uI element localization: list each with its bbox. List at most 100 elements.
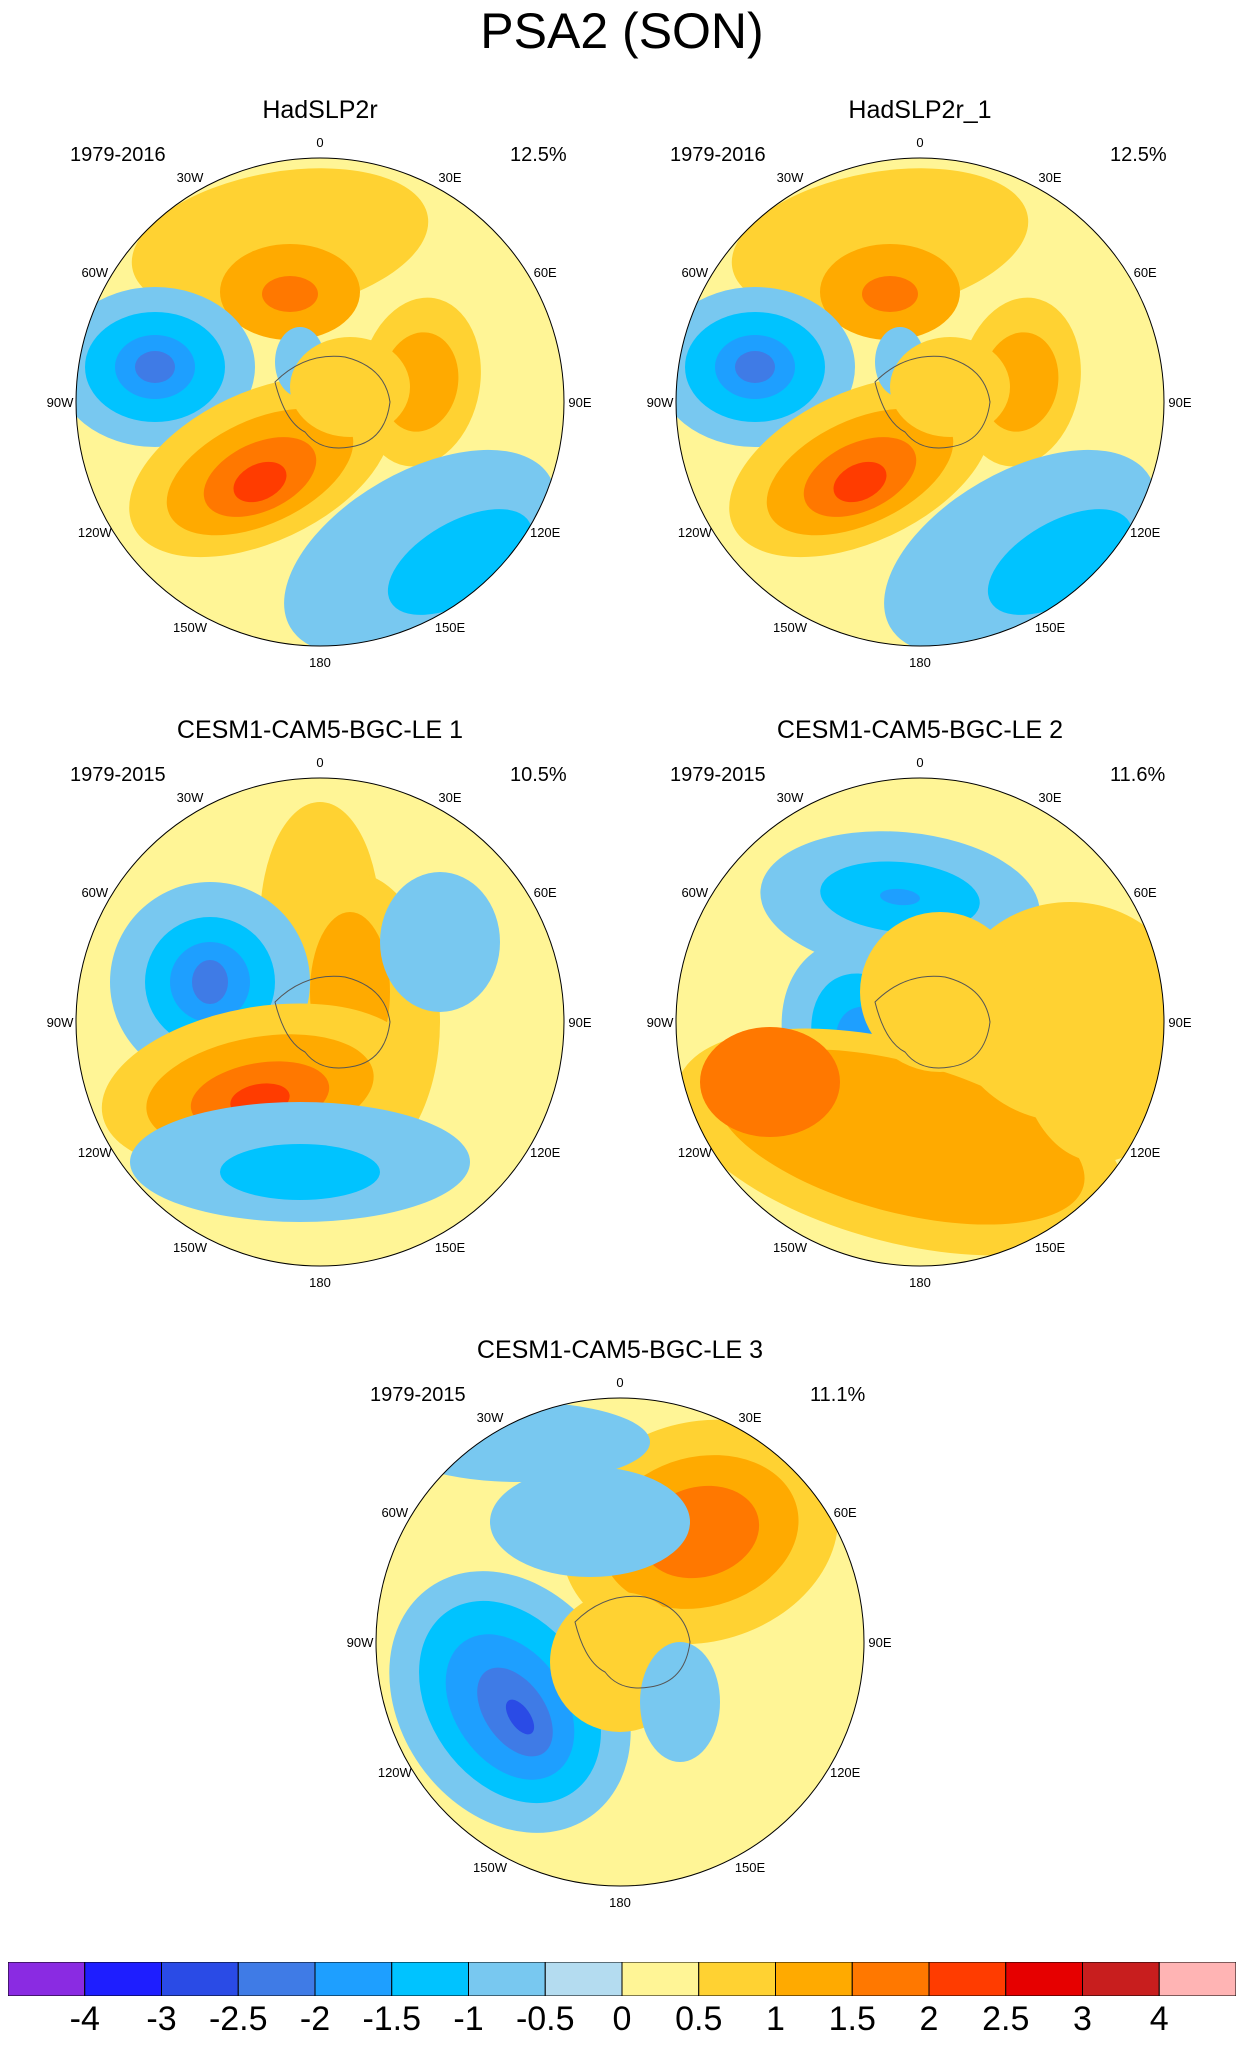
lon-label-ene: 60E: [534, 885, 557, 900]
lon-label-nne: 30E: [738, 1410, 761, 1425]
anomaly-contour: [880, 888, 920, 906]
lon-label-e: 90E: [568, 1015, 591, 1030]
lon-label-w: 90W: [47, 1015, 74, 1030]
polar-map: 0 30E 60E 90E 120E 150E 180 150W 120W 90W 60W 30W: [347, 1375, 892, 1910]
lon-label-n: 0: [616, 1375, 623, 1390]
lon-label-sse: 150E: [1035, 620, 1066, 635]
lon-label-wsw: 120W: [78, 525, 113, 540]
polar-map: 0 30E 60E 90E 120E 150E 180 150W 120W 90W 60W 30W: [47, 755, 592, 1290]
anomaly-contour: [135, 351, 175, 383]
lon-label-ene: 60E: [1134, 265, 1157, 280]
colorbar-swatch: [621, 1961, 700, 1997]
antarctica-coastline: [874, 355, 991, 449]
lon-label-w: 90W: [47, 395, 74, 410]
colorbar-swatch: [1158, 1961, 1237, 1997]
lon-label-s: 180: [909, 655, 931, 670]
lon-label-sse: 150E: [735, 1860, 766, 1875]
lon-label-w: 90W: [347, 1635, 374, 1650]
lon-label-wsw: 120W: [78, 1145, 113, 1160]
panel-period: 1979-2015: [70, 764, 166, 786]
colorbar-swatch: [161, 1961, 239, 1997]
anomaly-contour: [490, 1467, 690, 1577]
colorbar-swatch: [851, 1961, 930, 1997]
lon-label-ese: 120E: [1130, 1145, 1161, 1160]
panel-title: CESM1-CAM5-BGC-LE 1: [176, 716, 464, 744]
colorbar-swatch: [775, 1961, 853, 1997]
colorbar-swatch: [7, 1961, 86, 1997]
lon-label-ssw: 150W: [773, 1240, 808, 1255]
lon-label-ese: 120E: [830, 1765, 861, 1780]
colorbar-swatch: [84, 1961, 162, 1997]
anomaly-contour: [380, 872, 500, 1012]
anomaly-contour: [220, 1144, 380, 1200]
colorbar-tick-label: 4: [1149, 2000, 1169, 2038]
lon-label-nne: 30E: [1038, 170, 1061, 185]
panel-cesm-le3: CESM1-CAM5-BGC-LE 3 1979-2015 11.1% 0 30E 60E…: [320, 1336, 920, 1956]
lon-label-wsw: 120W: [378, 1765, 413, 1780]
colorbar-swatch: [1082, 1961, 1160, 1997]
lon-label-e: 90E: [1168, 1015, 1191, 1030]
panel-variance: 11.6%: [1110, 764, 1166, 786]
map-border: [675, 777, 1165, 1267]
figure-title: PSA2 (SON): [480, 3, 764, 59]
panel-title: HadSLP2r: [262, 96, 378, 124]
anomaly-contour: [862, 276, 918, 312]
lon-label-sse: 150E: [435, 620, 466, 635]
lon-label-nnw: 30W: [777, 790, 804, 805]
polar-map: 0 30E 60E 90E 120E 150E 180 150W 120W 90W 60W 30W: [647, 135, 1192, 670]
panel-title: CESM1-CAM5-BGC-LE 3: [476, 1336, 764, 1364]
colorbar-tick-label: -1: [453, 2000, 484, 2038]
antarctica-coastline: [274, 975, 391, 1069]
lon-label-ene: 60E: [1134, 885, 1157, 900]
lon-label-e: 90E: [1168, 395, 1191, 410]
panel-title: HadSLP2r_1: [848, 96, 992, 124]
lon-label-n: 0: [916, 755, 923, 770]
lon-label-wsw: 120W: [678, 1145, 713, 1160]
anomaly-contour: [735, 351, 775, 383]
anomaly-contour: [1020, 942, 1164, 1162]
colorbar-swatch: [698, 1961, 776, 1997]
anomaly-contour: [290, 337, 410, 437]
lon-label-nne: 30E: [438, 790, 461, 805]
lon-label-wnw: 60W: [381, 1505, 408, 1520]
colorbar-tick-label: 3: [1073, 2000, 1092, 2038]
anomaly-contour: [192, 960, 228, 1004]
panel-variance: 10.5%: [510, 764, 567, 786]
anomaly-contour: [860, 912, 1020, 1072]
anomaly-contour: [833, 461, 887, 503]
panel-variance: 11.1%: [810, 1384, 866, 1406]
lon-label-nnw: 30W: [177, 790, 204, 805]
colorbar-tick-label: -2: [299, 2000, 331, 2038]
lon-label-wsw: 120W: [678, 525, 713, 540]
lon-label-n: 0: [316, 755, 323, 770]
lon-label-ssw: 150W: [773, 620, 808, 635]
panel-period: 1979-2015: [370, 1384, 466, 1406]
anomaly-contour: [390, 1402, 650, 1482]
lon-label-e: 90E: [568, 395, 591, 410]
lon-label-ene: 60E: [534, 265, 557, 280]
lon-label-w: 90W: [647, 395, 674, 410]
lon-label-nne: 30E: [438, 170, 461, 185]
colorbar-tick-label: 0: [612, 2000, 632, 2038]
colorbar-swatch: [237, 1961, 316, 1997]
colorbar-swatch: [544, 1961, 623, 1997]
panel-cesm-le2: CESM1-CAM5-BGC-LE 2 1979-2015 11.6% 0 30E 60E…: [620, 716, 1220, 1336]
lon-label-sse: 150E: [435, 1240, 466, 1255]
map-border: [75, 157, 565, 647]
anomaly-contour: [233, 461, 287, 503]
colorbar-tick-label: 1: [766, 2000, 785, 2038]
polar-map: 0 30E 60E 90E 120E 150E 180 150W 120W 90W 60W 30W: [47, 135, 592, 670]
lon-label-s: 180: [909, 1275, 931, 1290]
lon-label-n: 0: [916, 135, 923, 150]
lon-label-wnw: 60W: [681, 885, 708, 900]
lon-label-s: 180: [309, 655, 331, 670]
lon-label-wnw: 60W: [81, 885, 108, 900]
panel-period: 1979-2015: [670, 764, 766, 786]
polar-map: 0 30E 60E 90E 120E 150E 180 150W 120W 90W 60W 30W: [647, 755, 1192, 1290]
colorbar-swatch: [391, 1961, 469, 1997]
colorbar: [7, 1961, 1237, 1997]
colorbar-tick-label: -1.5: [362, 2000, 422, 2038]
colorbar-tick-label: -4: [69, 2000, 100, 2038]
anomaly-contour: [505, 1699, 535, 1735]
map-border: [75, 777, 565, 1267]
